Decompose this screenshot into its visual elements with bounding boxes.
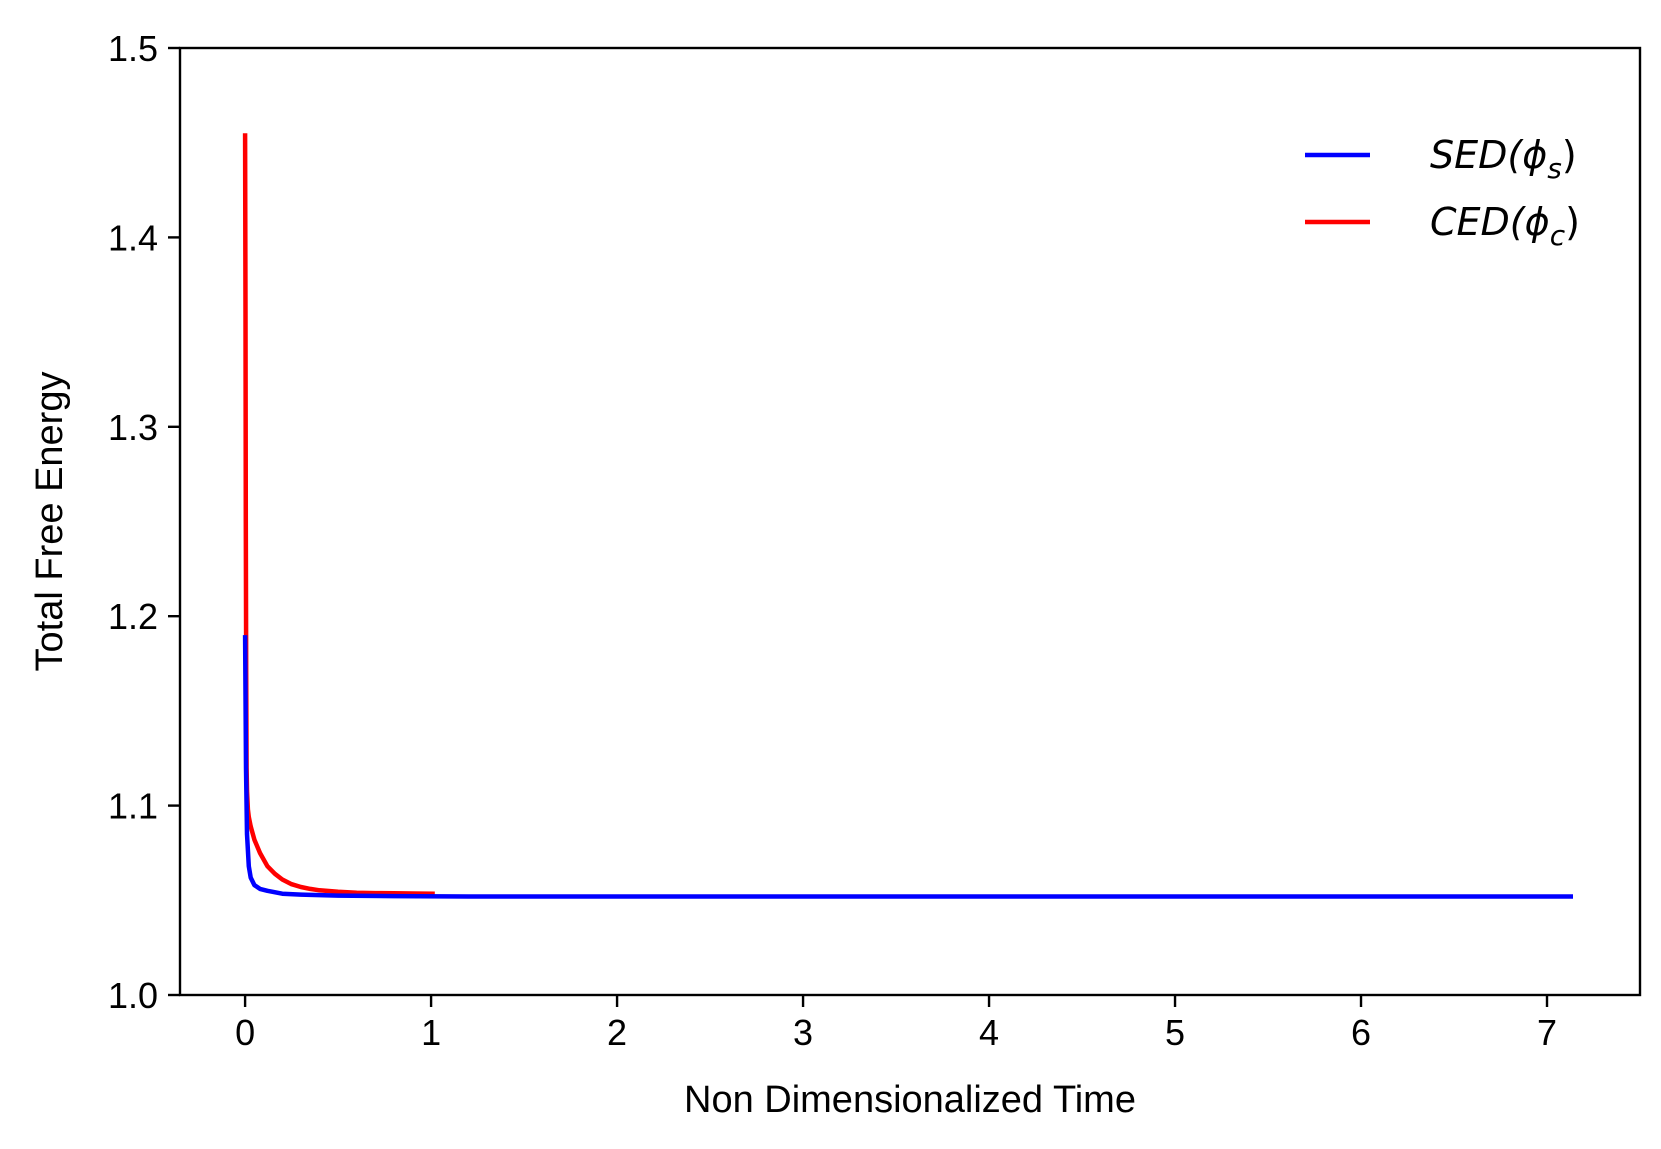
plot-frame [178, 46, 1642, 997]
y-tick-label: 1.1 [108, 786, 158, 827]
x-tick-label: 3 [793, 1012, 813, 1053]
x-axis: 0 1 2 3 4 5 6 7 [235, 995, 1557, 1053]
x-tick-label: 6 [1351, 1012, 1371, 1053]
x-tick-label: 7 [1537, 1012, 1557, 1053]
y-tick-label: 1.5 [108, 28, 158, 69]
x-tick-label: 5 [1165, 1012, 1185, 1053]
y-tick-label: 1.0 [108, 975, 158, 1016]
legend-label: CED(ϕc) [1430, 200, 1580, 252]
legend: SED(ϕs) CED(ϕc) [1305, 133, 1580, 252]
x-axis-label: Non Dimensionalized Time [684, 1079, 1136, 1121]
x-tick-label: 4 [979, 1012, 999, 1053]
y-tick-label: 1.2 [108, 596, 158, 637]
series-line [242, 635, 1573, 899]
x-tick-label: 2 [607, 1012, 627, 1053]
x-tick-label: 1 [421, 1012, 441, 1053]
x-tick-label: 0 [235, 1012, 255, 1053]
y-tick-label: 1.4 [108, 217, 158, 258]
legend-label: SED(ϕs) [1430, 133, 1577, 185]
y-tick-label: 1.3 [108, 407, 158, 448]
y-axis-label: Total Free Energy [29, 372, 71, 672]
series-layer [242, 133, 1573, 899]
y-axis: 1.0 1.1 1.2 1.3 1.4 1.5 [108, 28, 180, 1016]
